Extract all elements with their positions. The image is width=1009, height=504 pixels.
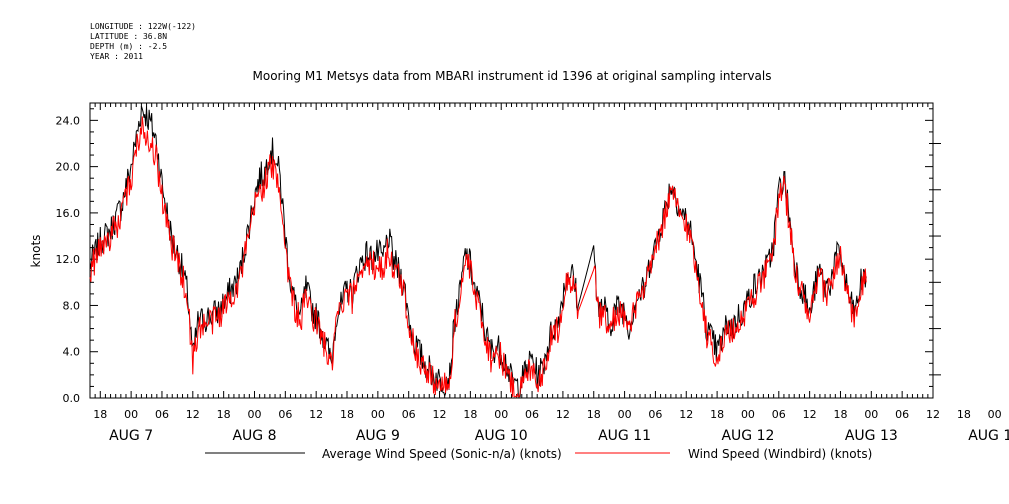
x-hour-label: 12: [556, 408, 570, 421]
x-hour-label: 00: [124, 408, 138, 421]
y-tick-label: 0.0: [63, 392, 81, 405]
x-hour-label: 18: [833, 408, 847, 421]
x-hour-label: 18: [957, 408, 971, 421]
x-date-label: AUG 7: [109, 428, 153, 444]
x-hour-label: 18: [93, 408, 107, 421]
chart-title: Mooring M1 Metsys data from MBARI instru…: [253, 69, 772, 83]
x-hour-label: 00: [618, 408, 632, 421]
legend-label-windbird: Wind Speed (Windbird) (knots): [688, 447, 872, 461]
x-date-label: AUG 10: [475, 428, 528, 444]
x-date-label: AUG 12: [721, 428, 774, 444]
y-tick-label: 12.0: [56, 253, 81, 266]
x-hour-label: 12: [679, 408, 693, 421]
x-date-label: AUG 8: [232, 428, 276, 444]
x-hour-label: 06: [155, 408, 169, 421]
x-hour-label: 18: [587, 408, 601, 421]
x-hour-label: 06: [895, 408, 909, 421]
axis-ticks: [89, 103, 941, 399]
x-hour-label: 18: [340, 408, 354, 421]
x-date-label: AUG 14: [968, 428, 1009, 444]
x-hour-label: 18: [710, 408, 724, 421]
y-tick-label: 8.0: [63, 299, 81, 312]
x-hour-label: 06: [278, 408, 292, 421]
y-tick-label: 20.0: [56, 161, 81, 174]
meta-latitude: LATITUDE : 36.8N: [90, 32, 167, 41]
x-date-labels: AUG 7 AUG 8 AUG 9 AUG 10 AUG 11 AUG 12 AUG 13 A…: [109, 428, 1009, 444]
series-line-1: [89, 116, 867, 398]
series-group: [89, 105, 867, 398]
y-tick-label: 4.0: [63, 346, 81, 359]
meta-year: YEAR : 2011: [90, 52, 143, 61]
x-hour-label: 12: [803, 408, 817, 421]
x-date-label: AUG 11: [598, 428, 651, 444]
y-axis-label: knots: [29, 235, 43, 268]
x-hour-label: 18: [217, 408, 231, 421]
x-hour-label: 06: [525, 408, 539, 421]
series-line-0: [89, 105, 867, 398]
legend-label-sonic: Average Wind Speed (Sonic-n/a) (knots): [322, 447, 562, 461]
plot-frame: [89, 102, 934, 399]
x-hour-label: 00: [864, 408, 878, 421]
y-tick-label: 16.0: [56, 207, 81, 220]
x-hour-label: 12: [186, 408, 200, 421]
x-hour-label: 06: [648, 408, 662, 421]
x-hour-label: 00: [247, 408, 261, 421]
x-hour-label: 06: [402, 408, 416, 421]
x-date-label: AUG 13: [845, 428, 898, 444]
x-tick-labels: 18 00 06 12 18 00 06 12 18 00 06 12 18 00 06 12 18 00 06 12…: [93, 408, 1002, 421]
x-hour-label: 18: [463, 408, 477, 421]
x-hour-label: 00: [494, 408, 508, 421]
x-hour-label: 12: [433, 408, 447, 421]
meta-depth: DEPTH (m) : -2.5: [90, 42, 167, 51]
y-tick-labels: 0.0 4.0 8.0 12.0 16.0 20.0 24.0: [56, 114, 81, 405]
x-hour-label: 00: [371, 408, 385, 421]
x-hour-label: 00: [741, 408, 755, 421]
x-date-label: AUG 9: [356, 428, 400, 444]
meta-longitude: LONGITUDE : 122W(-122): [90, 22, 196, 31]
x-hour-label: 00: [988, 408, 1002, 421]
x-hour-label: 12: [926, 408, 940, 421]
x-hour-label: 12: [309, 408, 323, 421]
y-tick-label: 24.0: [56, 114, 81, 127]
x-hour-label: 06: [772, 408, 786, 421]
